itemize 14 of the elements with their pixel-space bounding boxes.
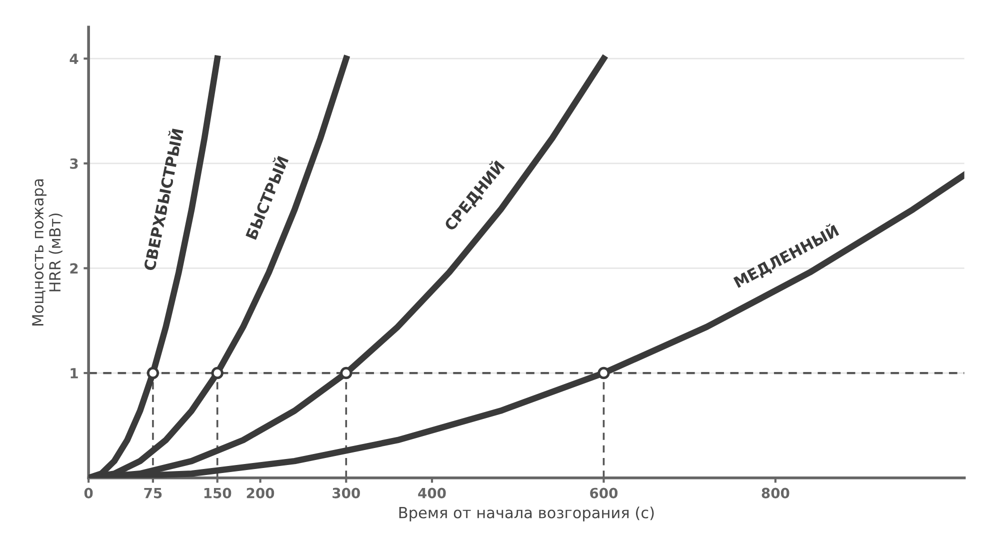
y-axis-title: Мощность пожара HRR (мВт) [32,179,62,326]
x-axis-title: Время от начала возгорания (с) [399,506,654,522]
x-tick-label: 600 [590,488,618,498]
y-tick-label: 4 [70,54,78,64]
y-tick-label: 1 [70,368,78,378]
x-tick-label: 75 [144,488,162,498]
x-tick-label: 0 [84,488,93,498]
y-tick-label: 3 [70,158,78,169]
x-tick-label: 800 [762,488,790,498]
x-tick-label: 150 [204,488,232,498]
x-tick-label: 200 [246,488,274,498]
y-tick-label: 2 [70,263,78,274]
x-tick-label: 300 [332,488,360,498]
x-tick-label: 400 [418,488,446,498]
